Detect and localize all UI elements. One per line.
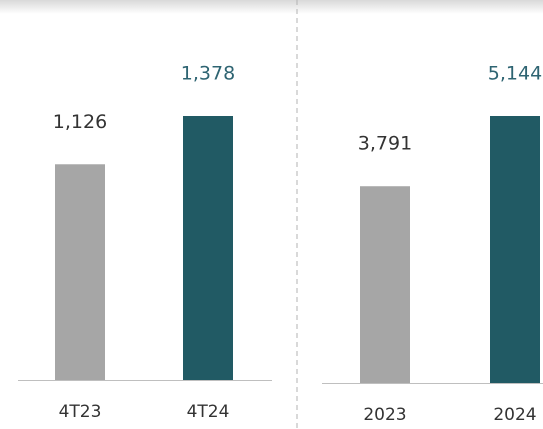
bar xyxy=(183,116,233,380)
bar xyxy=(490,116,540,383)
x-tick-label: 4T23 xyxy=(59,402,102,422)
x-tick-label: 2023 xyxy=(363,405,406,425)
x-tick-label: 2024 xyxy=(493,405,536,425)
value-label: 1,126 xyxy=(53,111,107,133)
value-label: 1,378 xyxy=(181,63,235,85)
value-label: 5,144 xyxy=(488,63,542,85)
value-label: 3,791 xyxy=(358,133,412,155)
bar xyxy=(360,186,410,383)
top-band xyxy=(0,0,543,14)
x-tick-label: 4T24 xyxy=(187,402,230,422)
bar xyxy=(55,164,105,380)
